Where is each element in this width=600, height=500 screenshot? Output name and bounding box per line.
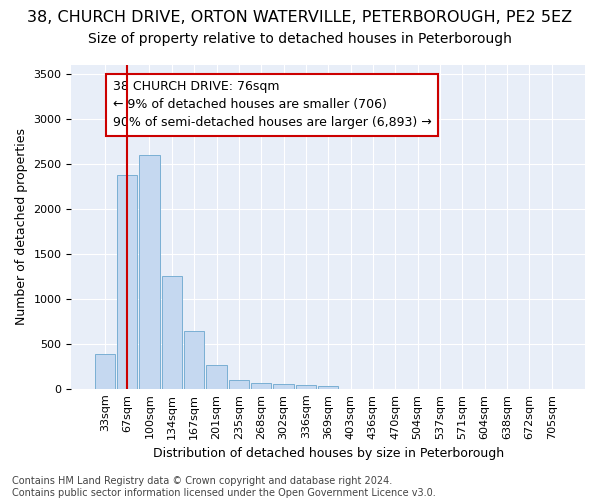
Y-axis label: Number of detached properties: Number of detached properties bbox=[15, 128, 28, 326]
X-axis label: Distribution of detached houses by size in Peterborough: Distribution of detached houses by size … bbox=[152, 447, 504, 460]
Text: 38 CHURCH DRIVE: 76sqm
← 9% of detached houses are smaller (706)
90% of semi-det: 38 CHURCH DRIVE: 76sqm ← 9% of detached … bbox=[113, 80, 431, 130]
Bar bbox=[296, 385, 316, 389]
Bar bbox=[318, 386, 338, 389]
Bar bbox=[162, 276, 182, 389]
Bar bbox=[206, 366, 227, 389]
Bar bbox=[95, 354, 115, 389]
Text: Size of property relative to detached houses in Peterborough: Size of property relative to detached ho… bbox=[88, 32, 512, 46]
Bar bbox=[184, 331, 204, 389]
Text: Contains HM Land Registry data © Crown copyright and database right 2024.
Contai: Contains HM Land Registry data © Crown c… bbox=[12, 476, 436, 498]
Bar bbox=[117, 174, 137, 389]
Bar bbox=[229, 380, 249, 389]
Text: 38, CHURCH DRIVE, ORTON WATERVILLE, PETERBOROUGH, PE2 5EZ: 38, CHURCH DRIVE, ORTON WATERVILLE, PETE… bbox=[28, 10, 572, 25]
Bar bbox=[251, 384, 271, 389]
Bar bbox=[274, 384, 293, 389]
Bar bbox=[139, 155, 160, 389]
